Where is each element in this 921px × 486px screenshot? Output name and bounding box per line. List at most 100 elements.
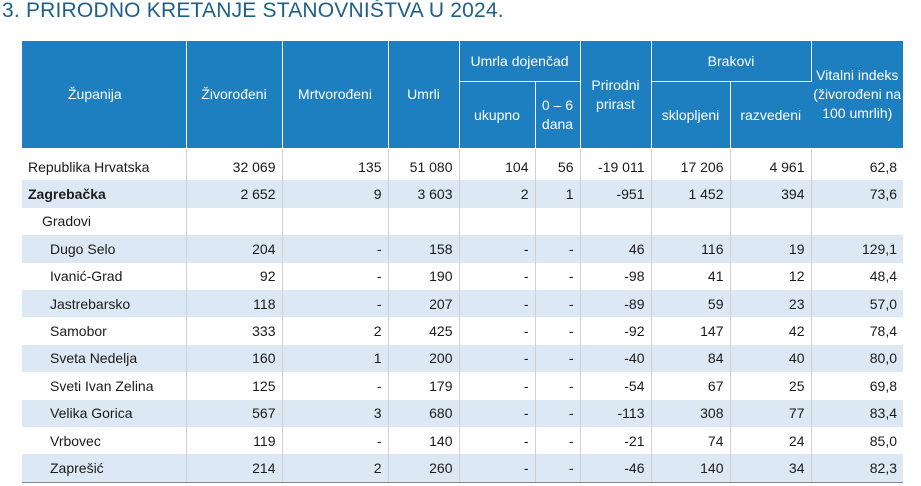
- value-cell: -: [535, 317, 581, 345]
- row-name-cell: Sveti Ivan Zelina: [22, 372, 187, 400]
- value-cell: -: [282, 262, 389, 290]
- value-cell: -951: [580, 180, 652, 208]
- value-cell: -: [535, 344, 581, 373]
- value-cell: 308: [651, 399, 731, 427]
- value-cell: 40: [730, 344, 812, 373]
- value-cell: 190: [388, 262, 460, 290]
- value-cell: -: [282, 235, 389, 263]
- value-cell: -: [535, 426, 581, 455]
- value-cell: 207: [388, 289, 460, 318]
- value-cell: 125: [186, 372, 283, 400]
- value-cell: 46: [580, 235, 652, 263]
- table-row: Republika Hrvatska 32 069 135 51 080 104 56 -1…: [22, 148, 903, 181]
- value-cell: [282, 207, 389, 236]
- value-cell: 119: [186, 426, 283, 455]
- value-cell: 2: [459, 180, 536, 208]
- value-cell: 34: [730, 454, 812, 483]
- value-cell: 59: [651, 289, 731, 318]
- header-ukupno: ukupno: [459, 81, 536, 149]
- value-cell: 56: [535, 148, 581, 181]
- value-cell: 425: [388, 317, 460, 345]
- table-row: Samobor 333 2 425- - -92 147 42 78,4: [22, 317, 903, 345]
- page-title: 3. PRIRODNO KRETANJE STANOVNIŠTVA U 2024…: [2, 0, 504, 22]
- value-cell: 4 961: [730, 148, 812, 181]
- value-cell: -: [459, 399, 536, 427]
- row-name-cell: Samobor: [22, 317, 187, 345]
- value-cell: -: [282, 372, 389, 400]
- value-cell: [730, 207, 812, 236]
- value-cell: [459, 207, 536, 236]
- table-row: Zaprešić 214 2 260- - -46 140 34 82,3: [22, 454, 903, 483]
- value-cell: 67: [651, 372, 731, 400]
- value-cell: 204: [186, 235, 283, 263]
- value-cell: 333: [186, 317, 283, 345]
- value-cell: 200: [388, 344, 460, 373]
- value-cell: 2: [282, 317, 389, 345]
- table-row: Dugo Selo 204-158- -46 116 19 129,1: [22, 235, 903, 263]
- value-cell: -92: [580, 317, 652, 345]
- value-cell: -: [535, 454, 581, 483]
- value-cell: 147: [651, 317, 731, 345]
- value-cell: -: [459, 426, 536, 455]
- value-cell: 80,0: [811, 344, 903, 373]
- value-cell: -19 011: [580, 148, 652, 181]
- header-umrli: Umrli: [388, 41, 460, 149]
- value-cell: 179: [388, 372, 460, 400]
- header-umrla-dojencad: Umrla dojenčad: [459, 41, 581, 82]
- value-cell: -: [535, 235, 581, 263]
- value-cell: 83,4: [811, 399, 903, 427]
- row-name-cell: Jastrebarsko: [22, 289, 187, 318]
- value-cell: -89: [580, 289, 652, 318]
- table-row: Gradovi: [22, 207, 903, 236]
- header-0-6-dana: 0 – 6 dana: [535, 81, 581, 149]
- value-cell: [811, 208, 903, 235]
- value-cell: 74: [651, 426, 731, 455]
- table-row: Sveti Ivan Zelina 125-179- - -54 67 25 69,8: [22, 372, 903, 400]
- value-cell: 57,0: [811, 289, 903, 318]
- header-mrtvorodeni: Mrtvorođeni: [282, 41, 389, 149]
- value-cell: 3: [282, 399, 389, 427]
- table-row: Sveta Nedelja 160 1 200- - -40 84 40 80,0: [22, 344, 903, 373]
- value-cell: [186, 207, 283, 236]
- row-name-cell: Ivanić-Grad: [22, 262, 187, 290]
- value-cell: [535, 207, 581, 236]
- value-cell: 140: [388, 426, 460, 455]
- value-cell: 394: [730, 180, 812, 208]
- header-vitalni-indeks: Vitalni indeks (živorođeni na 100 umrlih…: [811, 41, 903, 149]
- header-zivorodeni: Živorođeni: [186, 41, 283, 149]
- value-cell: 41: [651, 262, 731, 290]
- value-cell: [580, 207, 652, 236]
- value-cell: -: [459, 372, 536, 400]
- value-cell: -113: [580, 399, 652, 427]
- value-cell: 567: [186, 399, 283, 427]
- row-name-cell: Gradovi: [22, 207, 187, 236]
- value-cell: 680: [388, 399, 460, 427]
- value-cell: 78,4: [869, 323, 897, 340]
- value-cell: -: [459, 289, 536, 318]
- value-cell: 214: [186, 454, 283, 483]
- header-razvedeni: razvedeni: [730, 81, 811, 149]
- value-cell: 2 652: [186, 180, 283, 208]
- row-name-cell: Republika Hrvatska: [22, 148, 187, 181]
- table-header: Županija Živorođeni Mrtvorođeni Umrli Um…: [22, 41, 903, 149]
- value-cell: [388, 207, 460, 236]
- value-cell: 1 452: [651, 180, 731, 208]
- value-cell: 9: [282, 180, 389, 208]
- value-cell: 23: [730, 289, 812, 318]
- value-cell: 73,6: [811, 180, 903, 208]
- row-name-cell: Zaprešić: [22, 454, 187, 483]
- table-row: Vrbovec 119-140- - -21 74 24 85,0: [22, 426, 903, 455]
- row-name-cell: Dugo Selo: [22, 235, 187, 263]
- value-cell: -: [535, 372, 581, 400]
- value-cell: -: [535, 262, 581, 290]
- value-cell: 77: [730, 399, 812, 427]
- value-cell: 51 080: [388, 148, 460, 181]
- value-cell: -40: [580, 344, 652, 373]
- value-cell: -: [459, 344, 536, 373]
- value-cell: -54: [580, 372, 652, 400]
- value-cell: 84: [651, 344, 731, 373]
- value-cell: 260: [388, 454, 460, 483]
- value-cell: 24: [730, 426, 812, 455]
- value-cell: 17 206: [651, 148, 731, 181]
- value-cell: -: [535, 399, 581, 427]
